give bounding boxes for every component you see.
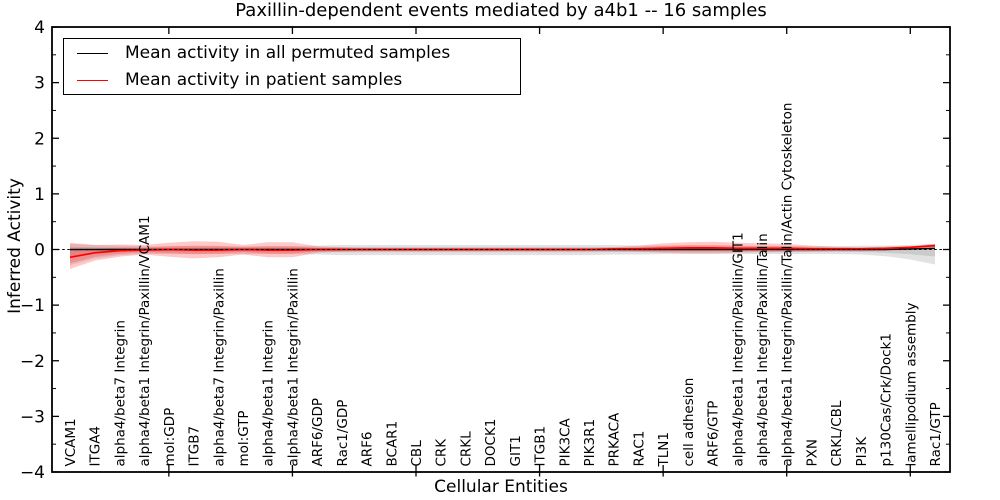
y-tick-label: −4 [20,463,45,483]
category-label: alpha4/beta1 Integrin/Paxillin/Talin/Act… [780,103,796,467]
legend: Mean activity in all permuted samples Me… [63,38,521,95]
category-label: PXN [804,439,820,467]
category-label: PIK3CA [557,418,573,467]
y-tick-label: 1 [34,185,45,205]
category-label: Rac1/GDP [335,400,351,467]
legend-item-permuted: Mean activity in all permuted samples [64,40,520,66]
category-label: ARF6/GTP [706,401,722,467]
y-tick-label: 0 [34,241,45,261]
category-label: VCAM1 [63,418,79,466]
category-label: PI3K [854,436,870,467]
category-label: alpha4/beta1 Integrin/Paxillin/VCAM1 [137,215,153,466]
y-tick-label: 3 [34,74,45,94]
y-tick-label: −1 [20,296,45,316]
category-label: ITGB7 [187,426,203,467]
category-label: CRK [434,438,450,467]
category-label: BCAR1 [384,421,400,467]
y-tick-label: −3 [20,407,45,427]
category-label: alpha4/beta7 Integrin/Paxillin [211,268,227,466]
category-label: PRKACA [607,412,623,467]
y-tick-label: 4 [34,18,45,38]
category-label: CRKL [458,431,474,467]
permuted-line-swatch [77,52,108,54]
x-axis-label: Cellular Entities [434,477,568,497]
category-label: alpha4/beta1 Integrin/Paxillin/Talin [755,233,771,466]
category-label: mol:GDP [162,408,178,467]
category-label: ARF6 [360,432,376,467]
legend-item-patient: Mean activity in patient samples [64,67,520,93]
category-label: p130Cas/Crk/Dock1 [879,333,895,466]
patient-line-swatch [77,79,108,81]
category-label: Rac1/GTP [928,402,944,466]
category-label: alpha4/beta1 Integrin/Paxillin/GIT1 [730,232,746,466]
category-label: CRKL/CBL [829,400,845,466]
category-label: alpha4/beta7 Integrin [112,320,128,466]
category-label: alpha4/beta1 Integrin [261,320,277,466]
category-label: mol:GTP [236,410,252,466]
y-tick-label: −2 [20,352,45,372]
y-tick-label: 2 [34,129,45,149]
category-label: GIT1 [508,435,524,466]
category-label: ITGA4 [88,426,104,467]
category-label: alpha4/beta1 Integrin/Paxillin [285,268,301,466]
legend-label: Mean activity in patient samples [125,70,403,90]
category-label: lamellipodium assembly [903,303,919,467]
category-label: TLN1 [656,432,672,467]
category-label: cell adhesion [681,378,697,467]
category-label: ARF6/GDP [310,398,326,467]
category-label: RAC1 [631,431,647,467]
category-label: DOCK1 [483,419,499,467]
category-label: ITGB1 [533,426,549,467]
chart-title: Paxillin-dependent events mediated by a4… [235,0,767,21]
category-label: PIK3R1 [582,419,598,467]
category-label: CBL [409,440,425,467]
legend-label: Mean activity in all permuted samples [125,43,451,63]
